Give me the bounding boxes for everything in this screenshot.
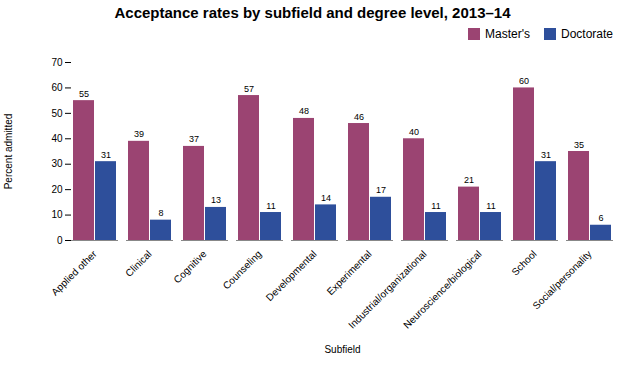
svg-text:Developmental: Developmental <box>264 248 319 303</box>
svg-text:Counseling: Counseling <box>221 248 264 291</box>
svg-text:Neuroscience/biological: Neuroscience/biological <box>401 248 483 330</box>
svg-text:17: 17 <box>376 185 386 195</box>
svg-text:11: 11 <box>266 201 275 211</box>
svg-text:Cognitive: Cognitive <box>171 248 209 286</box>
html-text:Acceptance rates by subfield a: Acceptance rates by subfield and degree … <box>114 4 511 21</box>
html-text:Doctorate: Doctorate <box>561 27 613 41</box>
svg-text:8: 8 <box>158 208 163 218</box>
svg-text:50: 50 <box>51 108 63 119</box>
svg-text:40: 40 <box>51 133 63 144</box>
svg-text:35: 35 <box>574 140 584 150</box>
svg-text:31: 31 <box>541 150 551 160</box>
svg-text:11: 11 <box>486 201 495 211</box>
svg-text:Industrial/organizational: Industrial/organizational <box>346 248 429 331</box>
svg-text:Applied other: Applied other <box>49 248 99 298</box>
svg-text:Social/personality: Social/personality <box>530 248 593 311</box>
svg-text:39: 39 <box>134 129 144 139</box>
svg-text:14: 14 <box>321 193 331 203</box>
svg-text:48: 48 <box>299 106 309 116</box>
svg-text:School: School <box>509 248 538 277</box>
svg-text:55: 55 <box>79 89 89 99</box>
svg-text:Clinical: Clinical <box>123 248 154 279</box>
svg-text:20: 20 <box>51 184 63 195</box>
svg-text:Percent admitted: Percent admitted <box>3 114 14 190</box>
svg-text:Experimental: Experimental <box>325 248 374 297</box>
svg-text:13: 13 <box>211 195 221 205</box>
html-text:Master's: Master's <box>485 27 530 41</box>
svg-text:6: 6 <box>598 213 603 223</box>
svg-text:0: 0 <box>57 235 63 246</box>
svg-text:21: 21 <box>464 175 474 185</box>
svg-text:60: 60 <box>519 76 529 86</box>
svg-text:Subfield: Subfield <box>324 344 360 355</box>
svg-text:37: 37 <box>189 134 199 144</box>
svg-text:11: 11 <box>431 201 440 211</box>
svg-text:70: 70 <box>51 57 63 68</box>
svg-text:10: 10 <box>51 209 63 220</box>
svg-text:31: 31 <box>101 150 111 160</box>
svg-text:57: 57 <box>244 84 254 94</box>
svg-text:40: 40 <box>409 127 419 137</box>
svg-text:30: 30 <box>51 158 63 169</box>
svg-text:46: 46 <box>354 112 364 122</box>
svg-text:60: 60 <box>51 82 63 93</box>
